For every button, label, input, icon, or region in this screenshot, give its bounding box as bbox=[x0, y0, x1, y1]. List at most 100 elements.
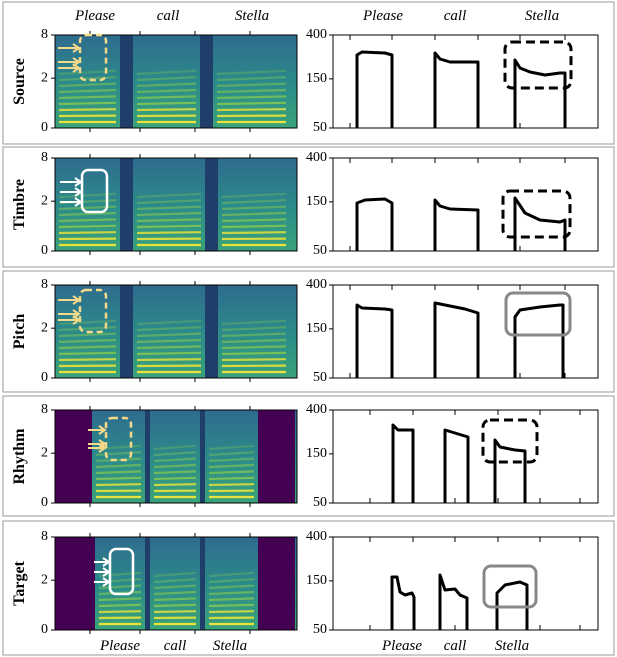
harmonic bbox=[153, 483, 197, 487]
y-tick-label: 2 bbox=[41, 445, 48, 460]
harmonic bbox=[136, 345, 202, 350]
pitch-contour bbox=[390, 573, 529, 630]
harmonic bbox=[153, 463, 197, 469]
arrow-head bbox=[102, 557, 111, 567]
harmonic bbox=[136, 192, 202, 199]
row-frame bbox=[2, 520, 615, 656]
harmonic bbox=[221, 199, 287, 205]
spectrogram bbox=[55, 537, 297, 630]
harmonic bbox=[153, 603, 197, 608]
row-frame bbox=[2, 270, 615, 393]
pitch-axes bbox=[332, 284, 599, 379]
padding bbox=[258, 537, 295, 630]
harmonic bbox=[221, 345, 287, 350]
spec-axes bbox=[54, 536, 298, 631]
highlight-box bbox=[504, 291, 572, 337]
y-tick-label: 50 bbox=[313, 243, 327, 258]
harmonic bbox=[216, 76, 287, 82]
harmonic bbox=[58, 95, 117, 100]
harmonic bbox=[136, 358, 202, 362]
arrow-head bbox=[98, 439, 107, 449]
y-tick-label: 400 bbox=[306, 529, 327, 544]
arrow-head bbox=[74, 197, 83, 207]
harmonic bbox=[208, 578, 255, 584]
spectrogram bbox=[55, 35, 297, 128]
highlight-box bbox=[503, 40, 573, 90]
harmonic bbox=[58, 224, 117, 229]
spec-axes bbox=[54, 157, 298, 252]
harmonic bbox=[153, 451, 197, 457]
y-tick-label: 50 bbox=[313, 495, 327, 510]
word-label: Please bbox=[99, 638, 140, 654]
y-tick-label: 150 bbox=[306, 321, 327, 336]
harmonic bbox=[208, 610, 255, 614]
spec-axes bbox=[54, 284, 298, 379]
harmonic bbox=[58, 108, 117, 112]
pitch-contour bbox=[355, 50, 567, 128]
arrow-head bbox=[74, 187, 83, 197]
harmonic bbox=[153, 590, 197, 596]
word-label: Please bbox=[381, 638, 422, 654]
harmonic bbox=[58, 338, 117, 344]
pitch-axes bbox=[332, 409, 599, 504]
y-tick-label: 8 bbox=[41, 402, 48, 417]
harmonic bbox=[136, 338, 202, 344]
row-frame bbox=[2, 146, 615, 268]
harmonic bbox=[95, 451, 142, 457]
word-label: Stella bbox=[213, 638, 247, 654]
padding bbox=[55, 410, 92, 503]
y-tick-label: 2 bbox=[41, 572, 48, 587]
harmonic bbox=[208, 476, 255, 481]
y-tick-label: 400 bbox=[306, 402, 327, 417]
y-tick-label: 0 bbox=[41, 495, 48, 510]
y-tick-label: 8 bbox=[41, 529, 48, 544]
harmonic bbox=[208, 483, 255, 487]
word-label: call bbox=[157, 8, 180, 24]
harmonic bbox=[216, 88, 287, 94]
harmonic bbox=[136, 351, 202, 356]
harmonic bbox=[136, 224, 202, 229]
y-tick-label: 2 bbox=[41, 70, 48, 85]
harmonic bbox=[221, 211, 287, 217]
arrow-head bbox=[72, 295, 81, 305]
harmonic bbox=[208, 590, 255, 596]
harmonic bbox=[95, 457, 142, 463]
row-label: Rhythm bbox=[11, 428, 28, 485]
harmonic bbox=[95, 463, 142, 469]
harmonic bbox=[221, 338, 287, 344]
harmonic bbox=[136, 82, 197, 88]
highlight-box bbox=[481, 418, 539, 464]
pause bbox=[145, 537, 150, 630]
word-label: Stella bbox=[525, 8, 559, 24]
row-label: Timbre bbox=[11, 179, 28, 230]
harmonic bbox=[221, 205, 287, 211]
harmonic bbox=[95, 470, 142, 475]
harmonic bbox=[216, 108, 287, 112]
harmonic bbox=[58, 76, 117, 82]
harmonic bbox=[221, 326, 287, 332]
harmonic bbox=[153, 578, 197, 584]
highlight-box bbox=[78, 288, 108, 334]
harmonic bbox=[153, 476, 197, 481]
harmonic bbox=[98, 597, 142, 602]
pause bbox=[120, 158, 133, 251]
word-label: call bbox=[444, 8, 467, 24]
pitch-axes bbox=[332, 34, 599, 129]
y-tick-label: 2 bbox=[41, 320, 48, 335]
padding bbox=[258, 410, 295, 503]
pause bbox=[205, 158, 218, 251]
highlight-box bbox=[501, 189, 572, 239]
harmonic bbox=[58, 332, 117, 338]
arrow-head bbox=[98, 425, 107, 435]
arrow-head bbox=[72, 43, 81, 53]
pitch-axes bbox=[332, 536, 599, 631]
y-tick-label: 0 bbox=[41, 243, 48, 258]
harmonic bbox=[136, 76, 197, 82]
arrow-head bbox=[102, 577, 111, 587]
word-label: Please bbox=[362, 8, 403, 24]
harmonic bbox=[136, 218, 202, 223]
highlight-box bbox=[482, 564, 538, 609]
harmonic bbox=[208, 457, 255, 463]
y-tick-label: 0 bbox=[41, 622, 48, 637]
